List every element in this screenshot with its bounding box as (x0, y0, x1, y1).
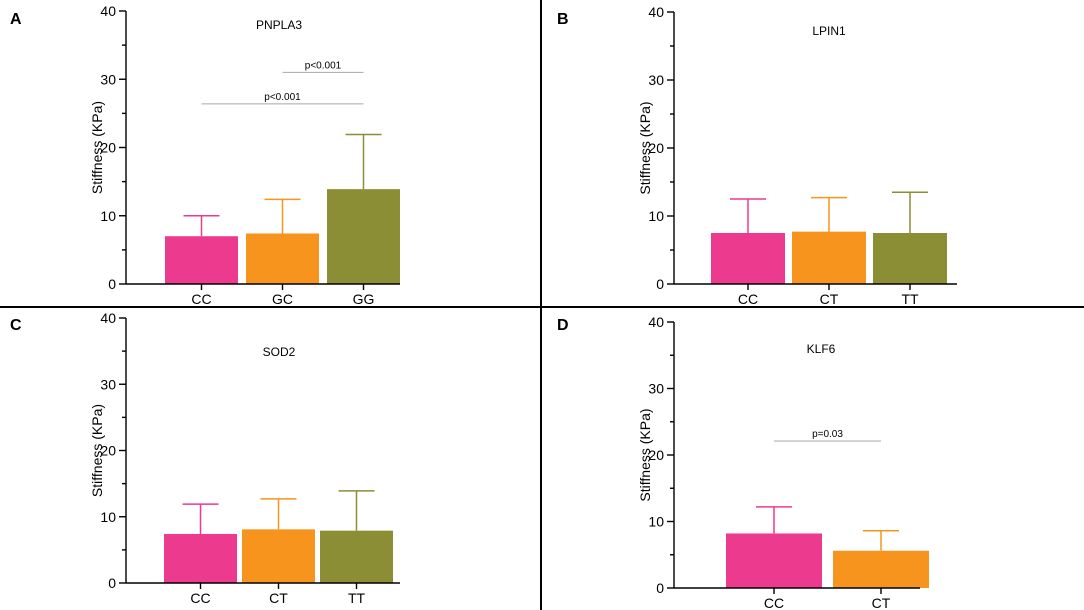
y-tick-label: 40 (100, 310, 116, 326)
y-tick-label: 30 (100, 71, 116, 87)
x-tick-label-ct: CT (872, 595, 891, 610)
y-tick-label: 30 (648, 72, 664, 88)
panel-d-label: D (557, 317, 569, 334)
bar-ct (792, 231, 866, 284)
significance-label: p=0.03 (812, 429, 843, 440)
x-tick-label-tt: TT (348, 590, 366, 606)
panel-b-label: B (557, 11, 569, 28)
significance-label: p<0.001 (305, 60, 342, 71)
y-tick-label: 30 (648, 381, 664, 397)
bar-ct (833, 550, 929, 588)
y-axis-label: Stiffness (KPa) (637, 408, 653, 501)
y-tick-label: 10 (648, 514, 664, 530)
y-tick-label: 0 (656, 276, 664, 292)
bar-cc (165, 236, 238, 284)
bar-cc (726, 533, 822, 588)
bar-gc (246, 233, 319, 284)
x-tick-label-gc: GC (272, 291, 293, 307)
y-tick-label: 0 (656, 580, 664, 596)
y-tick-label: 0 (108, 276, 116, 292)
chart-c: Stiffness (KPa) 0 10 20 30 40 CC CT TT (89, 310, 400, 606)
chart-b: Stiffness (KPa) 0 10 20 30 40 CC CT TT (637, 4, 957, 307)
y-tick-label: 30 (100, 376, 116, 392)
x-tick-label-ct: CT (820, 291, 839, 307)
x-tick-label-gg: GG (353, 291, 375, 307)
chart-a-title: PNPLA3 (256, 18, 302, 32)
x-tick-label-ct: CT (269, 590, 288, 606)
y-axis-label: Stiffness (KPa) (89, 404, 105, 497)
panel-c-label: C (10, 317, 22, 334)
chart-d: Stiffness (KPa) 0 10 20 30 40 CC CT p=0.03 (637, 314, 929, 610)
chart-a: Stiffness (KPa) 0 10 20 30 40 CC GC GG p<0.001 p<0… (89, 3, 400, 307)
significance-label: p<0.001 (264, 92, 301, 103)
bar-tt (873, 233, 947, 284)
bar-ct (242, 529, 315, 583)
x-tick-label-tt: TT (901, 291, 919, 307)
x-tick-label-cc: CC (738, 291, 758, 307)
chart-b-title: LPIN1 (812, 24, 846, 38)
y-tick-label: 20 (100, 140, 116, 156)
chart-c-title: SOD2 (263, 345, 296, 359)
y-axis-label: Stiffness (KPa) (89, 101, 105, 194)
chart-d-title: KLF6 (807, 342, 836, 356)
y-tick-label: 40 (648, 4, 664, 20)
x-tick-label-cc: CC (191, 291, 211, 307)
y-tick-label: 10 (100, 208, 116, 224)
bar-cc (164, 533, 237, 583)
y-tick-label: 10 (100, 509, 116, 525)
y-tick-label: 40 (648, 314, 664, 330)
y-tick-label: 20 (648, 140, 664, 156)
y-tick-label: 0 (108, 575, 116, 591)
y-tick-label: 20 (648, 447, 664, 463)
x-tick-label-cc: CC (190, 590, 210, 606)
y-tick-label: 20 (100, 443, 116, 459)
y-axis-label: Stiffness (KPa) (637, 101, 653, 194)
panel-a-label: A (10, 11, 22, 28)
y-tick-label: 40 (100, 3, 116, 19)
y-tick-label: 10 (648, 208, 664, 224)
x-tick-label-cc: CC (764, 595, 784, 610)
bar-cc (711, 233, 785, 284)
bar-gg (327, 189, 400, 284)
bar-tt (320, 530, 393, 583)
